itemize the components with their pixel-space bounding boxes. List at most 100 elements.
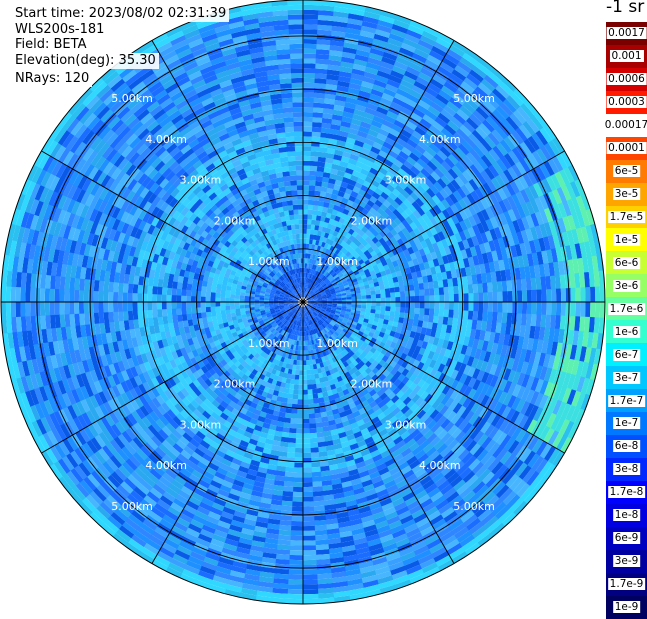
heatmap-cell bbox=[266, 163, 275, 171]
heatmap-cell bbox=[270, 270, 276, 276]
heatmap-cell bbox=[152, 340, 160, 351]
heatmap-cell bbox=[295, 273, 298, 279]
heatmap-cell bbox=[366, 302, 372, 306]
heatmap-cell bbox=[325, 266, 331, 272]
heatmap-cell bbox=[234, 353, 242, 361]
heatmap-cell bbox=[225, 305, 231, 311]
heatmap-cell bbox=[210, 266, 217, 274]
heatmap-cell bbox=[288, 303, 294, 305]
heatmap-cell bbox=[376, 388, 385, 397]
heatmap-cell bbox=[151, 301, 158, 310]
heatmap-cell bbox=[283, 304, 289, 307]
heatmap-cell bbox=[308, 315, 311, 321]
heatmap-cell bbox=[365, 308, 371, 313]
heatmap-cell bbox=[230, 328, 237, 334]
heatmap-cell bbox=[307, 303, 313, 306]
heatmap-cell bbox=[453, 302, 459, 311]
heatmap-cell bbox=[310, 349, 315, 355]
heatmap-cell bbox=[177, 281, 183, 290]
heatmap-cell bbox=[418, 400, 428, 410]
heatmap-cell bbox=[278, 270, 283, 276]
heatmap-cell bbox=[354, 139, 365, 148]
heatmap-cell bbox=[337, 170, 346, 177]
heatmap-cell bbox=[292, 107, 304, 113]
heatmap-cell bbox=[287, 322, 291, 328]
heatmap-cell bbox=[316, 431, 325, 438]
heatmap-cell bbox=[167, 315, 174, 324]
heatmap-cell bbox=[467, 284, 474, 294]
heatmap-cell bbox=[261, 190, 269, 198]
heatmap-cell bbox=[355, 289, 361, 294]
heatmap-cell bbox=[324, 380, 331, 387]
heatmap-cell bbox=[316, 387, 323, 394]
heatmap-cell bbox=[193, 232, 202, 242]
heatmap-cell bbox=[251, 247, 258, 254]
heatmap-cell bbox=[271, 288, 277, 292]
heatmap-cell bbox=[245, 313, 252, 318]
heatmap-cell bbox=[272, 336, 278, 342]
heatmap-cell bbox=[307, 340, 310, 346]
heatmap-cell bbox=[376, 302, 381, 307]
heatmap-cell bbox=[310, 293, 316, 297]
heatmap-cell bbox=[179, 184, 190, 195]
heatmap-cell bbox=[275, 359, 281, 366]
heatmap-cell bbox=[321, 323, 326, 329]
heatmap-cell bbox=[306, 224, 312, 230]
heatmap-cell bbox=[310, 319, 315, 325]
heatmap-cell bbox=[282, 312, 288, 317]
heatmap-cell bbox=[342, 176, 351, 184]
heatmap-cell bbox=[403, 421, 414, 431]
heatmap-cell bbox=[215, 297, 221, 302]
heatmap-cell bbox=[274, 294, 280, 297]
heatmap-cell bbox=[296, 305, 301, 310]
heatmap-cell bbox=[439, 264, 446, 273]
heatmap-cell bbox=[311, 214, 317, 221]
heatmap-cell bbox=[184, 209, 194, 219]
heatmap-cell bbox=[319, 191, 327, 198]
heatmap-cell bbox=[303, 107, 314, 113]
heatmap-cell bbox=[294, 131, 304, 137]
heatmap-cell bbox=[249, 301, 255, 305]
heatmap-cell bbox=[324, 248, 330, 255]
heatmap-cell bbox=[329, 288, 335, 292]
heatmap-cell bbox=[339, 275, 346, 281]
heatmap-cell bbox=[450, 224, 459, 236]
heatmap-cell bbox=[316, 321, 321, 327]
heatmap-cell bbox=[228, 400, 237, 409]
heatmap-cell bbox=[98, 311, 105, 324]
heatmap-cell bbox=[434, 302, 440, 310]
heatmap-cell bbox=[186, 283, 193, 291]
heatmap-cell bbox=[305, 350, 309, 356]
heatmap-cell bbox=[482, 282, 488, 294]
heatmap-cell bbox=[260, 275, 267, 281]
heatmap-cell bbox=[334, 149, 344, 157]
heatmap-cell bbox=[344, 408, 353, 416]
heatmap-cell bbox=[229, 440, 240, 449]
heatmap-cell bbox=[397, 214, 406, 223]
heatmap-cell bbox=[286, 452, 296, 458]
heatmap-cell bbox=[312, 107, 324, 114]
heatmap-cell bbox=[315, 283, 320, 288]
heatmap-cell bbox=[463, 257, 470, 269]
heatmap-cell bbox=[163, 389, 173, 400]
heatmap-cell bbox=[325, 332, 331, 338]
heatmap-cell bbox=[308, 243, 313, 250]
heatmap-cell bbox=[214, 328, 222, 336]
heatmap-cell bbox=[248, 331, 254, 337]
heatmap-cell bbox=[316, 166, 325, 173]
heatmap-cell bbox=[296, 258, 299, 264]
heatmap-cell bbox=[355, 342, 363, 349]
heatmap-cell bbox=[205, 296, 211, 302]
heatmap-cell bbox=[286, 240, 291, 246]
heatmap-cell bbox=[302, 340, 306, 346]
heatmap-cell bbox=[391, 336, 399, 344]
heatmap-cell bbox=[342, 319, 348, 325]
heatmap-cell bbox=[331, 209, 339, 216]
heatmap-cell bbox=[316, 271, 321, 277]
heatmap-cell bbox=[349, 153, 360, 162]
heatmap-cell bbox=[266, 204, 274, 212]
heatmap-cell bbox=[331, 163, 340, 171]
heatmap-cell bbox=[293, 298, 299, 301]
heatmap-cell bbox=[405, 342, 413, 350]
heatmap-cell bbox=[304, 292, 307, 298]
